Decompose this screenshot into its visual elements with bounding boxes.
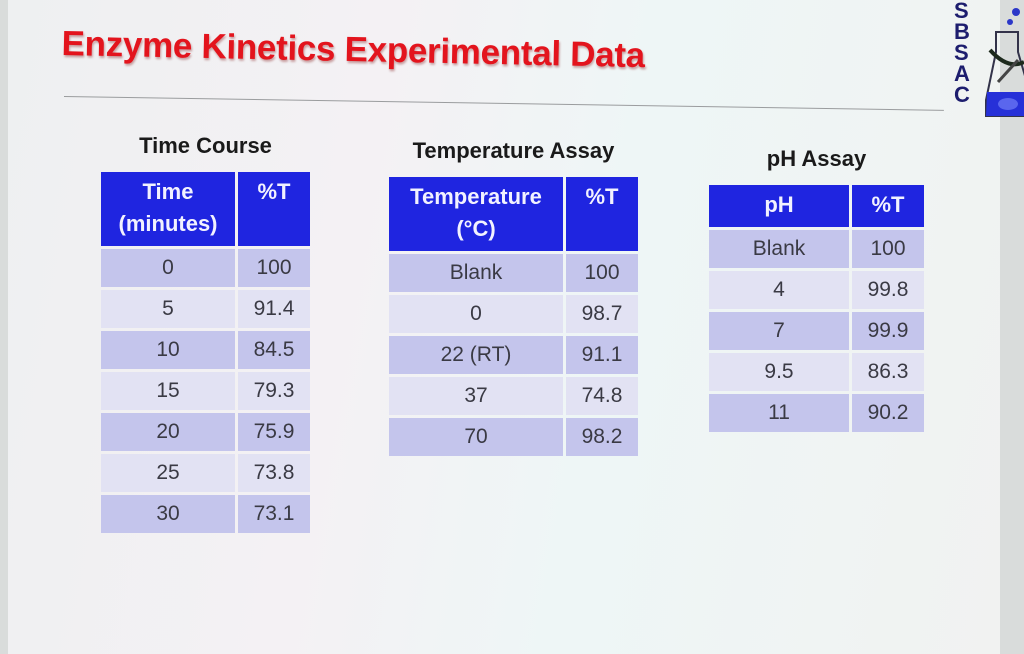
ph-assay-table: pH %T Blank 100 4 99.8 7 99.9 9.5 86.3 11 90.…: [706, 182, 927, 435]
table-row: 0 98.7: [389, 295, 638, 333]
ph-assay-caption: pH Assay: [766, 146, 867, 171]
column-header: Temperature (°C): [389, 177, 563, 251]
table-row: 4 99.8: [709, 271, 924, 309]
cell: 37: [389, 377, 563, 415]
cell: 100: [852, 230, 924, 268]
ph-assay-table-block: pH Assay pH %T Blank 100 4 99.8 7 99.9 9.5 8…: [706, 146, 927, 435]
cell: 7: [709, 312, 849, 350]
temperature-assay-caption: Temperature Assay: [412, 138, 615, 163]
temperature-assay-table-block: Temperature Assay Temperature (°C) %T Bl…: [386, 138, 641, 459]
slide: Enzyme Kinetics Experimental Data S B S …: [8, 0, 1024, 654]
cell: Blank: [709, 230, 849, 268]
cell: 98.2: [566, 418, 638, 456]
cell: 10: [101, 331, 235, 369]
column-header: pH: [709, 185, 849, 227]
logo-letter: A: [954, 61, 970, 86]
cell: 91.1: [566, 336, 638, 374]
cell: 11: [709, 394, 849, 432]
table-row: Blank 100: [389, 254, 638, 292]
cell: 4: [709, 271, 849, 309]
cell: 25: [101, 454, 235, 492]
table-row: 0 100: [101, 249, 310, 287]
cell: 86.3: [852, 353, 924, 391]
table-row: 10 84.5: [101, 331, 310, 369]
cell: 70: [389, 418, 563, 456]
cell: 20: [101, 413, 235, 451]
temperature-assay-table: Temperature (°C) %T Blank 100 0 98.7 22 (R…: [386, 174, 641, 459]
table-row: 22 (RT) 91.1: [389, 336, 638, 374]
cell: 15: [101, 372, 235, 410]
slide-title: Enzyme Kinetics Experimental Data: [61, 24, 646, 76]
cell: 90.2: [852, 394, 924, 432]
cell: 74.8: [566, 377, 638, 415]
table-row: 7 99.9: [709, 312, 924, 350]
cell: 75.9: [238, 413, 310, 451]
column-header: %T: [566, 177, 638, 251]
table-row: 5 91.4: [101, 290, 310, 328]
logo-letter: C: [954, 82, 970, 107]
time-course-table-block: Time Course Time (minutes) %T 0 100 5 91.4…: [98, 133, 313, 536]
column-header: Time (minutes): [101, 172, 235, 246]
cell: 99.8: [852, 271, 924, 309]
cell: 73.8: [238, 454, 310, 492]
time-course-caption: Time Course: [139, 133, 272, 158]
cell: 0: [389, 295, 563, 333]
cell: 30: [101, 495, 235, 533]
cell: 22 (RT): [389, 336, 563, 374]
cell: 5: [101, 290, 235, 328]
logo-letters: S B S A C: [954, 0, 970, 107]
table-row: 11 90.2: [709, 394, 924, 432]
table-row: 9.5 86.3: [709, 353, 924, 391]
flask-dna-icon: [985, 8, 1024, 117]
table-row: 20 75.9: [101, 413, 310, 451]
cell: 100: [566, 254, 638, 292]
table-row: 15 79.3: [101, 372, 310, 410]
time-course-table: Time (minutes) %T 0 100 5 91.4 10 84.5 15 79…: [98, 169, 313, 536]
table-row: 70 98.2: [389, 418, 638, 456]
sbsac-logo: S B S A C: [938, 0, 1024, 120]
cell: 100: [238, 249, 310, 287]
table-row: 37 74.8: [389, 377, 638, 415]
cell: Blank: [389, 254, 563, 292]
cell: 84.5: [238, 331, 310, 369]
cell: 73.1: [238, 495, 310, 533]
cell: 9.5: [709, 353, 849, 391]
logo-letter: S: [954, 0, 969, 23]
logo-letter: B: [954, 19, 970, 44]
logo-letter: S: [954, 40, 969, 65]
cell: 79.3: [238, 372, 310, 410]
cell: 0: [101, 249, 235, 287]
cell: 99.9: [852, 312, 924, 350]
table-row: 30 73.1: [101, 495, 310, 533]
title-divider: [63, 96, 944, 111]
cell: 91.4: [238, 290, 310, 328]
table-row: 25 73.8: [101, 454, 310, 492]
column-header: %T: [238, 172, 310, 246]
table-row: Blank 100: [709, 230, 924, 268]
cell: 98.7: [566, 295, 638, 333]
column-header: %T: [852, 185, 924, 227]
